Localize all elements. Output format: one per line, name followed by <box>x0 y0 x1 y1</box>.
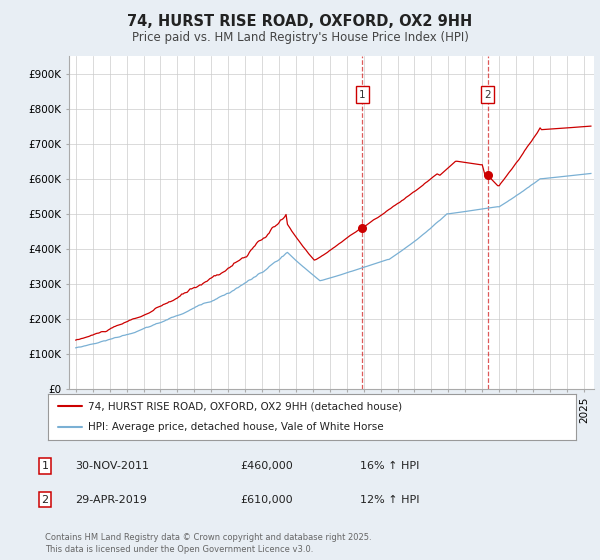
Text: 16% ↑ HPI: 16% ↑ HPI <box>360 461 419 471</box>
Text: 2: 2 <box>41 494 49 505</box>
Text: 1: 1 <box>359 90 365 100</box>
Text: 30-NOV-2011: 30-NOV-2011 <box>75 461 149 471</box>
Text: £460,000: £460,000 <box>240 461 293 471</box>
Text: £610,000: £610,000 <box>240 494 293 505</box>
Text: 74, HURST RISE ROAD, OXFORD, OX2 9HH: 74, HURST RISE ROAD, OXFORD, OX2 9HH <box>127 14 473 29</box>
Text: 74, HURST RISE ROAD, OXFORD, OX2 9HH (detached house): 74, HURST RISE ROAD, OXFORD, OX2 9HH (de… <box>88 401 402 411</box>
Text: 12% ↑ HPI: 12% ↑ HPI <box>360 494 419 505</box>
Text: 29-APR-2019: 29-APR-2019 <box>75 494 147 505</box>
Text: Contains HM Land Registry data © Crown copyright and database right 2025.
This d: Contains HM Land Registry data © Crown c… <box>45 533 371 554</box>
Text: 2: 2 <box>485 90 491 100</box>
Text: Price paid vs. HM Land Registry's House Price Index (HPI): Price paid vs. HM Land Registry's House … <box>131 31 469 44</box>
Text: HPI: Average price, detached house, Vale of White Horse: HPI: Average price, detached house, Vale… <box>88 422 383 432</box>
Text: 1: 1 <box>41 461 49 471</box>
